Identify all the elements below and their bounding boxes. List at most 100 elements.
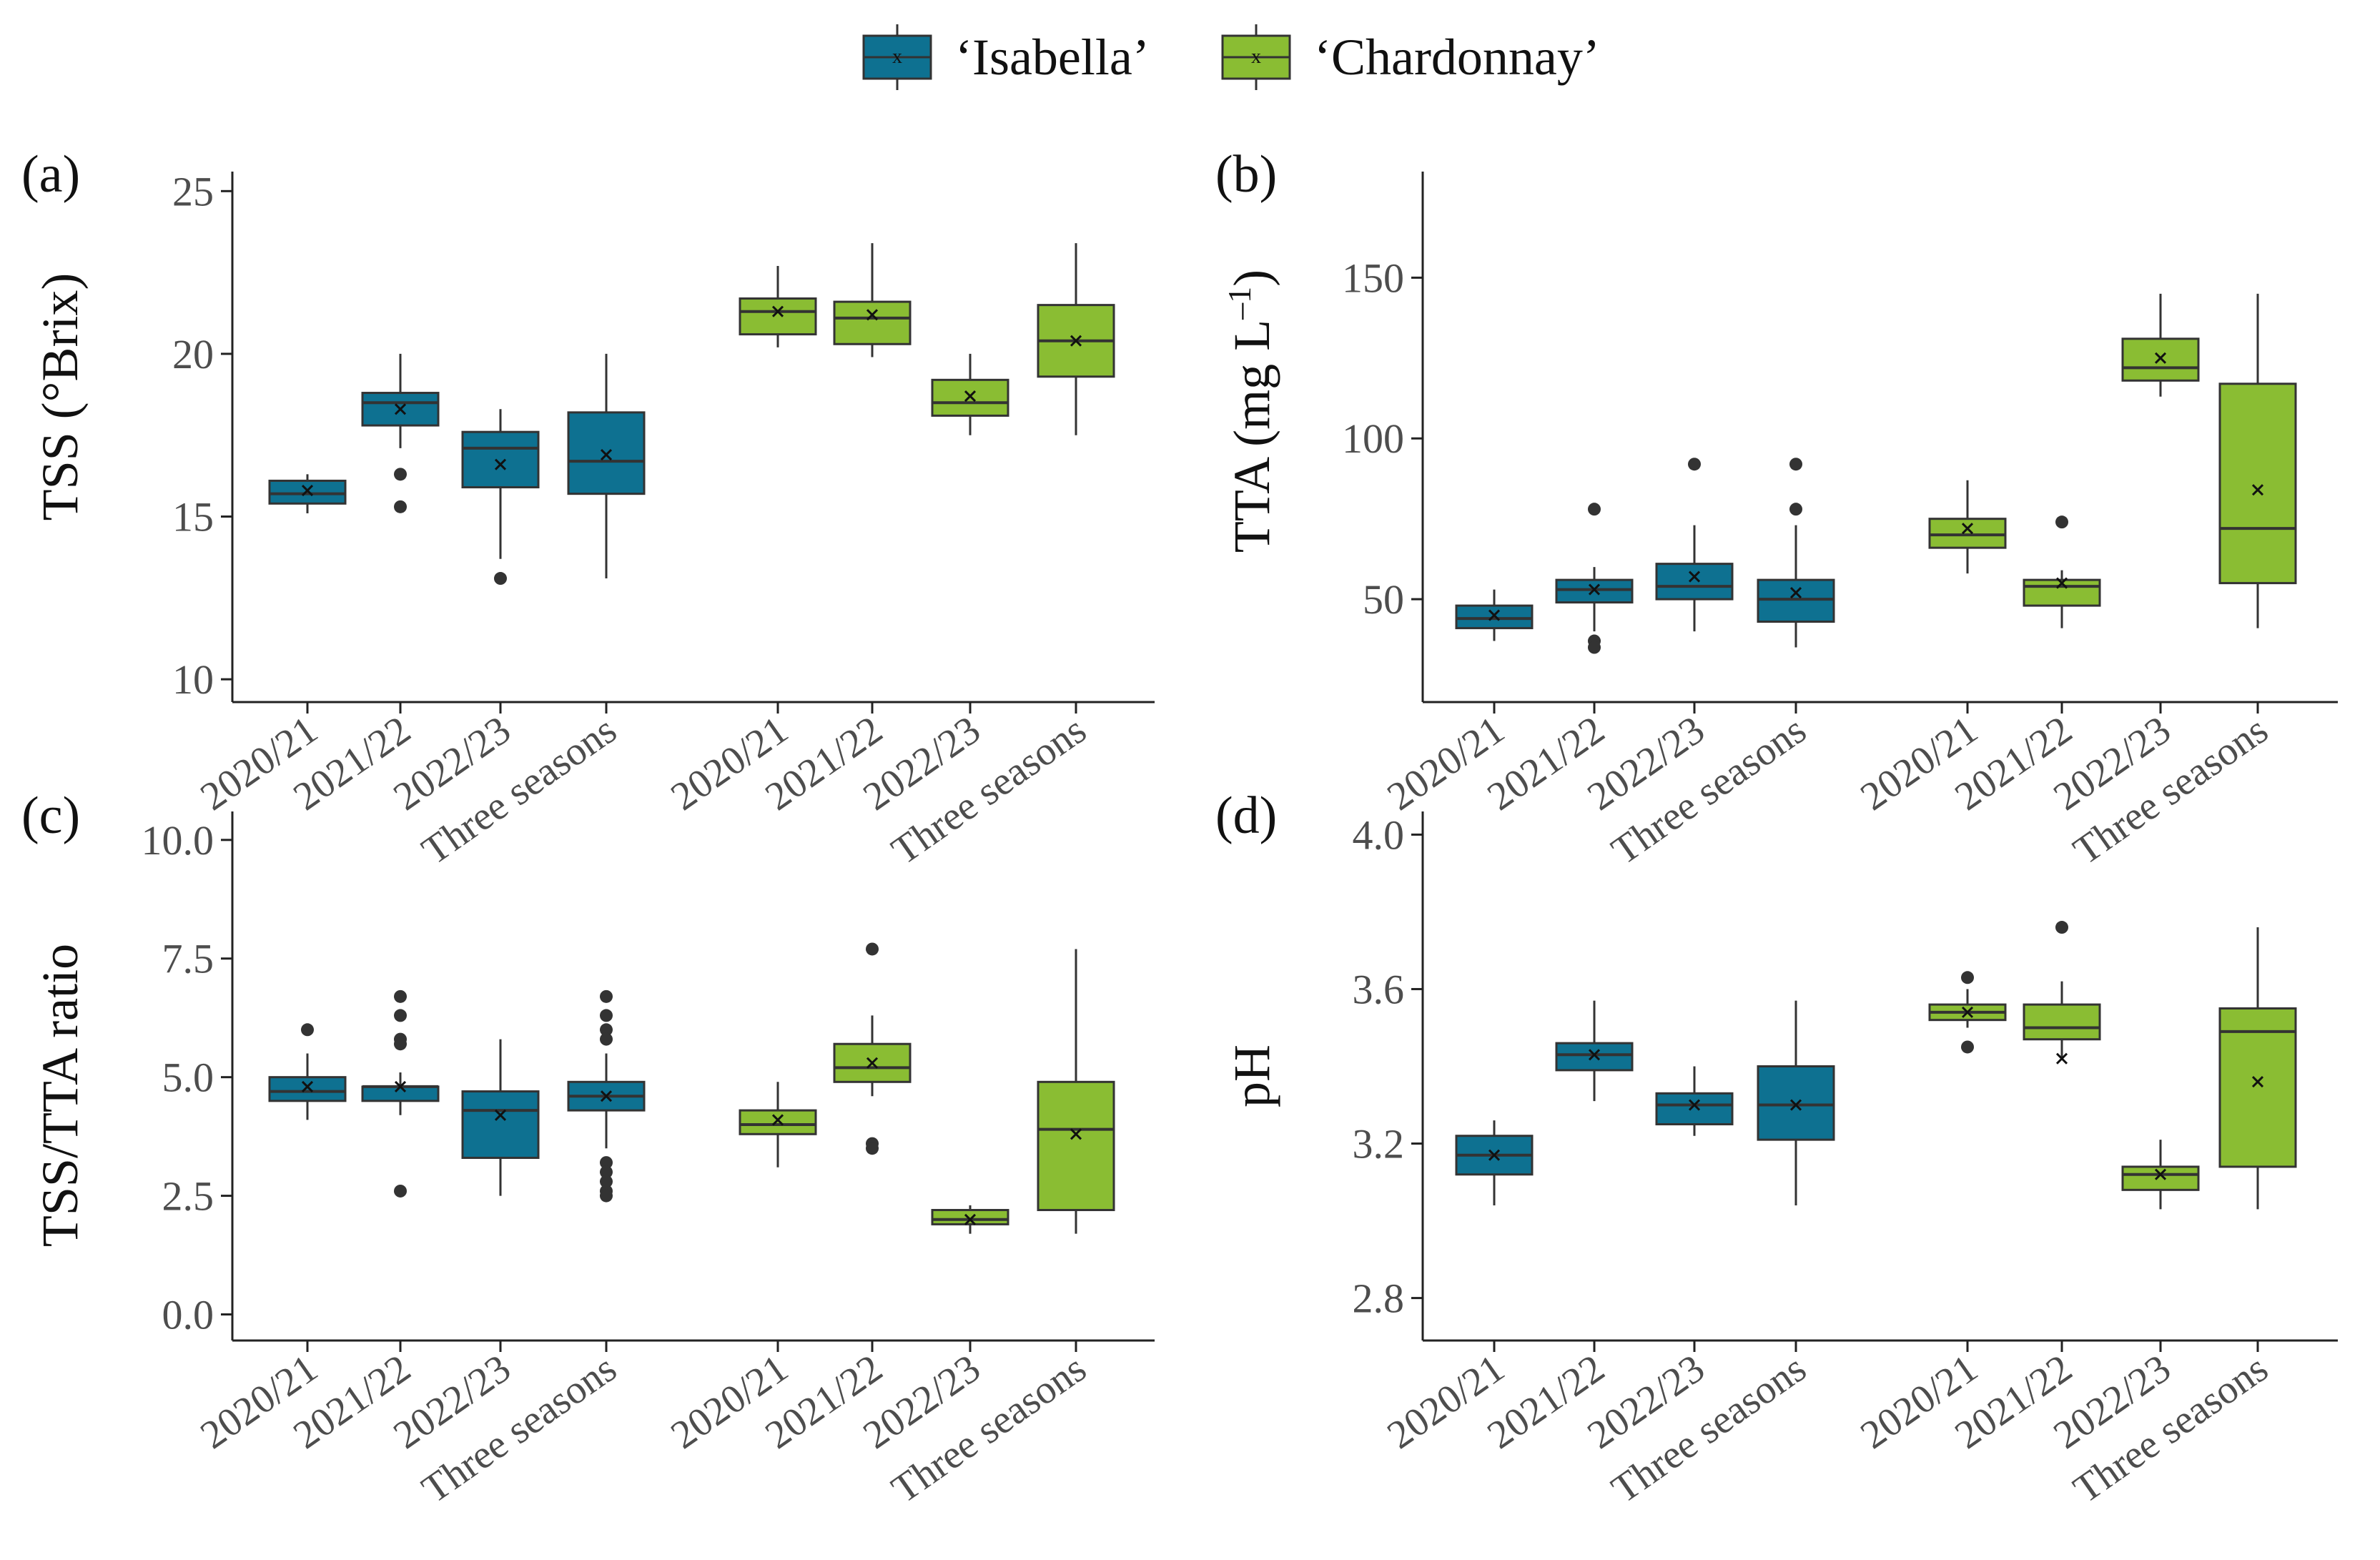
panel-c-label: (c) [21,786,80,845]
mean-marker [964,1213,977,1225]
outlier-point [394,989,407,1003]
panel-d-box-4 [1757,1000,1835,1205]
svg-text:x: x [1251,46,1261,68]
mean-marker [1688,571,1701,583]
box-iqr [1037,1080,1115,1211]
outlier-point [394,500,407,513]
mean-marker [394,1080,407,1092]
box-iqr [2121,1165,2200,1191]
panel-d-y-tick-label: 3.2 [1353,1121,1405,1167]
outlier-point [1688,458,1701,471]
mean-marker [1789,1099,1802,1111]
outlier-point [600,1175,613,1188]
outlier-point [494,572,507,586]
panel-b-box-6 [2023,515,2101,628]
box-iqr [2218,1007,2297,1168]
outlier-point [394,1037,407,1051]
panel-c-box-3 [461,1039,540,1196]
box-iqr [1928,518,2007,549]
outlier-point [866,1142,879,1155]
box-iqr [2121,337,2200,382]
panel-a-y-tick-label: 10 [172,656,214,703]
outlier-point [600,1032,613,1046]
box-iqr [1655,1092,1734,1126]
panel-a-box-7 [931,353,1009,435]
panel-d-box-8 [2218,927,2297,1210]
panel-d-box-2 [1555,1000,1634,1102]
panel-d-ph: (d) pH 2.83.23.64.02020/212021/222022/23… [1215,786,2338,1512]
legend-isabella-key: x [862,24,932,90]
box-iqr [1455,604,1534,630]
panel-a-box-6 [833,243,912,357]
box-iqr [739,297,817,336]
outlier-point [600,1156,613,1170]
panel-a-box-3 [461,409,540,586]
panel-b-box-5 [1928,480,2007,574]
panel-d-y-tick-label: 2.8 [1353,1275,1405,1322]
mean-marker [1588,1049,1601,1061]
panel-a-box-5 [739,266,817,347]
legend-chardonnay-key: x [1221,24,1291,90]
outlier-point [600,1009,613,1022]
box-iqr [361,1085,440,1102]
mean-marker [2055,1052,2068,1065]
legend: x ‘Isabella’ x ‘Chardonnay’ [862,24,1600,90]
panel-d-box-1 [1455,1120,1534,1205]
box-iqr [461,430,540,489]
mean-marker [1488,1149,1501,1161]
mean-marker [2154,352,2167,364]
panel-b-box-7 [2121,293,2200,397]
panel-c-ratio: (c) TSS/TTA ratio 0.02.55.07.510.02020/2… [21,786,1155,1512]
mean-marker [2055,577,2068,589]
mean-marker [771,1114,784,1126]
panel-a-box-2 [361,353,440,513]
mean-marker [1488,609,1501,621]
outlier-point [600,1189,613,1203]
box-iqr [1757,1065,1835,1141]
box-iqr [461,1090,540,1159]
panel-c-box-8 [1037,949,1115,1234]
box-iqr [268,1076,347,1102]
legend-isabella-label: ‘Isabella’ [955,29,1150,86]
box-iqr [2023,1003,2101,1041]
panel-a-y-tick-label: 15 [172,494,214,540]
outlier-point [2055,921,2068,934]
panel-b-y-tick-label: 100 [1342,415,1404,462]
outlier-point [600,989,613,1003]
outlier-point [1588,641,1601,654]
panel-d-y-tick-label: 3.6 [1353,966,1405,1012]
panel-c-y-tick-label: 0.0 [162,1291,214,1338]
outlier-point [394,468,407,481]
mean-marker [1070,1128,1082,1140]
mean-marker [964,390,977,403]
mean-marker [866,309,879,321]
panel-a-box-8 [1037,243,1115,435]
mean-marker [301,485,314,497]
panel-a-box-1 [268,474,347,513]
box-iqr [1555,1042,1634,1072]
panel-c-box-7 [931,1205,1009,1234]
box-iqr [268,479,347,505]
mean-marker [494,1109,507,1121]
panel-b-y-tick-label: 50 [1363,576,1404,623]
mean-marker [394,403,407,415]
panel-b-y-tick-label: 150 [1342,255,1404,301]
svg-text:x: x [892,46,902,68]
box-iqr [1757,578,1835,623]
panel-d-y-tick-label: 4.0 [1353,811,1405,858]
panel-c-y-axis-title: TSS/TTA ratio [31,944,89,1247]
box-iqr [931,1208,1009,1225]
panel-c-y-tick-label: 7.5 [162,936,214,982]
panel-b-box-1 [1455,589,1534,641]
panel-c-box-5 [739,1082,817,1167]
mean-marker [2154,1168,2167,1180]
panel-d-box-6 [2023,921,2101,1065]
panel-b-y-axis-title-sup: –1 [1221,287,1258,320]
mean-marker [2251,484,2264,496]
outlier-point [600,1165,613,1179]
mean-marker [1588,583,1601,596]
panel-a-y-tick-label: 25 [172,168,214,214]
mean-marker [2251,1076,2264,1088]
panel-a-tss: (a) TSS (°Brix) 101520252020/212021/2220… [21,145,1155,874]
